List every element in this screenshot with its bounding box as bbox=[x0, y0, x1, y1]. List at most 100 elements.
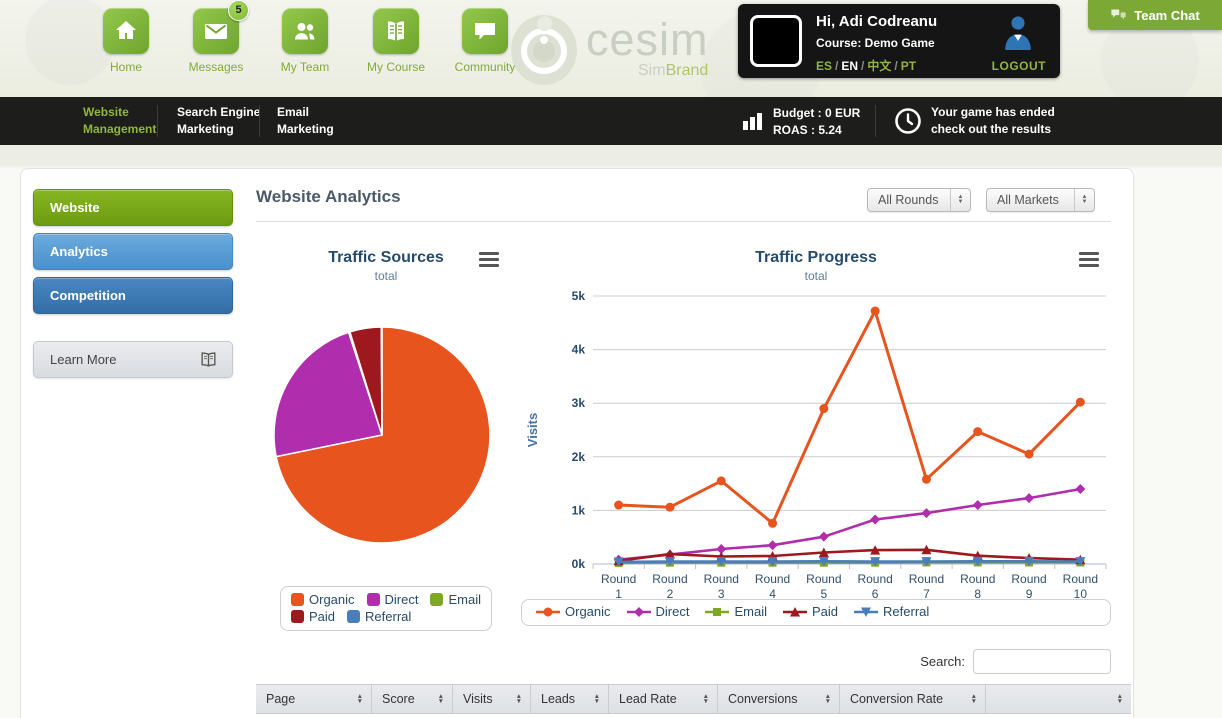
nav-item-home[interactable]: Home bbox=[94, 8, 158, 74]
markets-filter-value: All Markets bbox=[997, 193, 1059, 207]
sort-icon: ▲ ▼ bbox=[437, 692, 444, 705]
y-tick-label: 3k bbox=[572, 396, 586, 410]
envelope-icon: 5 bbox=[193, 0, 249, 54]
language-link-EN[interactable]: EN bbox=[841, 59, 859, 73]
y-axis-title: Visits bbox=[525, 413, 540, 447]
pie-slice-organic[interactable] bbox=[275, 326, 491, 544]
legend-swatch bbox=[347, 610, 361, 623]
subnav-search-engine-marketing[interactable]: Search Engine Marketing bbox=[177, 105, 261, 136]
sidebar-item-analytics[interactable]: Analytics bbox=[33, 233, 233, 270]
legend-label: Email bbox=[734, 604, 767, 619]
column-header-score[interactable]: Score ▲ ▼ bbox=[372, 685, 453, 713]
people-icon bbox=[282, 8, 328, 54]
legend-item-referral[interactable]: Referral bbox=[347, 609, 411, 624]
legend-label: Email bbox=[448, 592, 481, 607]
line-export-menu-icon[interactable] bbox=[1079, 252, 1099, 267]
book-icon bbox=[373, 8, 419, 54]
sidebar-item-competition[interactable]: Competition bbox=[33, 277, 233, 314]
lang-separator: / bbox=[894, 59, 898, 73]
legend-label: Paid bbox=[309, 609, 336, 624]
legend-item-paid[interactable]: Paid bbox=[291, 609, 335, 624]
pie-legend: Organic Direct Email Paid Referral bbox=[280, 586, 492, 631]
legend-item-email[interactable]: Email bbox=[430, 592, 481, 607]
divider bbox=[256, 221, 1111, 222]
spinner-icon: ▲ ▼ bbox=[1074, 189, 1094, 211]
user-course: Course: Demo Game bbox=[816, 36, 935, 50]
sort-icon: ▲ ▼ bbox=[824, 692, 831, 705]
line-legend: Organic Direct Email Paid Referral bbox=[521, 599, 1111, 626]
language-switcher: ES / EN / 中文 / PT bbox=[816, 57, 916, 74]
subnav-website-management[interactable]: Website Management bbox=[83, 105, 157, 136]
x-category-label: Round 1 bbox=[601, 572, 636, 601]
legend-label: Referral bbox=[883, 604, 930, 619]
x-category-label: Round 4 bbox=[755, 572, 790, 601]
logout-button[interactable]: LOGOUT bbox=[991, 59, 1046, 73]
nav-item-my-team[interactable]: My Team bbox=[273, 8, 337, 74]
column-label: Conversions bbox=[728, 692, 798, 706]
line-legend-box: Organic Direct Email Paid Referral bbox=[521, 599, 1111, 626]
legend-item-email[interactable]: Email bbox=[705, 604, 767, 619]
legend-item-organic[interactable]: Organic bbox=[536, 604, 611, 619]
pie-export-menu-icon[interactable] bbox=[479, 252, 499, 267]
profile-icon[interactable] bbox=[1000, 12, 1036, 52]
divider bbox=[259, 105, 260, 137]
column-header-conversions[interactable]: Conversions ▲ ▼ bbox=[718, 685, 840, 713]
search-input[interactable] bbox=[973, 649, 1111, 674]
language-link-ES[interactable]: ES bbox=[816, 59, 833, 73]
logo-brand-text: cesim bbox=[586, 14, 709, 65]
logo-product-text: SimBrand bbox=[638, 62, 708, 80]
legend-marker bbox=[626, 606, 651, 617]
legend-item-referral[interactable]: Referral bbox=[854, 604, 929, 619]
x-category-label: Round 9 bbox=[1011, 572, 1046, 601]
series-organic[interactable] bbox=[614, 306, 1085, 528]
column-label: Page bbox=[266, 692, 296, 706]
column-header-visits[interactable]: Visits ▲ ▼ bbox=[453, 685, 531, 713]
pie-slice-referral[interactable] bbox=[380, 326, 383, 436]
subnav-email-marketing[interactable]: Email Marketing bbox=[277, 105, 334, 136]
team-chat-label: Team Chat bbox=[1134, 7, 1200, 23]
legend-item-direct[interactable]: Direct bbox=[366, 592, 418, 607]
speech-icon bbox=[462, 8, 508, 54]
legend-item-organic[interactable]: Organic bbox=[291, 592, 355, 607]
column-label: Lead Rate bbox=[619, 692, 677, 706]
legend-label: Direct bbox=[655, 604, 690, 619]
column-header-page[interactable]: Page ▲ ▼ bbox=[256, 685, 372, 713]
column-header-conversion-rate[interactable]: Conversion Rate ▲ ▼ bbox=[840, 685, 986, 713]
column-label: Score bbox=[382, 692, 415, 706]
rounds-filter-value: All Rounds bbox=[878, 193, 939, 207]
column-header-actions[interactable]: ▲ ▼ bbox=[986, 685, 1131, 713]
line-chart-subtitle: total bbox=[804, 269, 828, 283]
nav-item-my-course[interactable]: My Course bbox=[364, 8, 428, 74]
legend-label: Paid bbox=[812, 604, 839, 619]
rounds-filter[interactable]: All Rounds ▲ ▼ bbox=[867, 188, 971, 212]
sidebar-item-website[interactable]: Website bbox=[33, 189, 233, 226]
legend-marker bbox=[854, 607, 879, 617]
lang-separator: / bbox=[861, 59, 865, 73]
learn-more-button[interactable]: Learn More bbox=[33, 341, 233, 378]
pie-chart-title: Traffic Sources bbox=[328, 249, 444, 266]
column-header-lead-rate[interactable]: Lead Rate ▲ ▼ bbox=[609, 685, 718, 713]
legend-item-paid[interactable]: Paid bbox=[783, 604, 838, 619]
language-link-PT[interactable]: PT bbox=[900, 59, 917, 73]
column-header-leads[interactable]: Leads ▲ ▼ bbox=[531, 685, 609, 713]
open-book-icon bbox=[201, 352, 216, 367]
team-chat-button[interactable]: Team Chat bbox=[1088, 0, 1222, 30]
divider bbox=[157, 105, 158, 137]
sort-icon: ▲ ▼ bbox=[356, 692, 363, 705]
nav-item-messages[interactable]: 5 Messages bbox=[184, 0, 249, 74]
budget-value: Budget : 0 EUR bbox=[773, 106, 861, 120]
pie-slice-direct[interactable] bbox=[273, 331, 383, 458]
line-chart-title: Traffic Progress bbox=[755, 249, 877, 266]
legend-swatch bbox=[291, 610, 304, 623]
markets-filter[interactable]: All Markets ▲ ▼ bbox=[986, 188, 1095, 212]
logo-sub-grey: Sim bbox=[638, 62, 666, 79]
language-link-中文[interactable]: 中文 bbox=[867, 59, 892, 73]
legend-item-direct[interactable]: Direct bbox=[626, 604, 690, 619]
column-label: Conversion Rate bbox=[850, 692, 944, 706]
series-referral[interactable] bbox=[613, 556, 1086, 567]
legend-marker bbox=[705, 607, 730, 616]
game-ended-notice: Your game has ended check out the result… bbox=[894, 104, 1055, 138]
avatar[interactable] bbox=[750, 15, 802, 67]
y-tick-label: 4k bbox=[572, 343, 586, 357]
nav-item-community[interactable]: Community bbox=[453, 8, 517, 74]
